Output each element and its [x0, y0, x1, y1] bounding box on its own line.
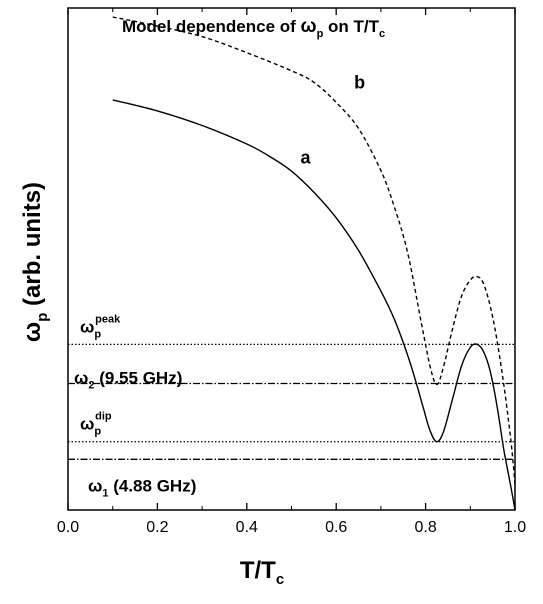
reference-label-omega: ω — [88, 476, 102, 495]
chart-title-sub-p: p — [317, 28, 324, 40]
x-tick-label: 0.2 — [146, 519, 168, 536]
y-axis-title-rest: (arb. units) — [19, 182, 46, 313]
series-line-a — [112, 99, 516, 511]
y-axis-title-sub: p — [34, 313, 51, 322]
x-tick-label: 0.0 — [57, 519, 79, 536]
chart-title-sub-c: c — [379, 28, 385, 40]
reference-line-label: ωp dip — [80, 411, 112, 438]
chart-title-main: Model dependence of — [122, 17, 301, 36]
x-axis-title-main: T/T — [240, 557, 276, 584]
chart-title: Model dependence of ωp on T/Tc — [122, 16, 385, 40]
reference-label-sup: dip — [95, 411, 112, 423]
reference-line-label: ω1 (4.88 GHz) — [88, 476, 196, 499]
reference-label-sup: peak — [95, 313, 121, 325]
reference-label-omega: ω — [80, 317, 94, 336]
reference-label-rest: (9.55 GHz) — [95, 368, 183, 387]
curve-label-b: b — [354, 72, 365, 92]
reference-label-sub: p — [94, 328, 101, 340]
reference-line-label: ωp peak — [80, 313, 121, 340]
x-tick-label: 0.8 — [414, 519, 436, 536]
plot-frame — [67, 7, 516, 511]
reference-label-omega: ω — [80, 415, 94, 434]
y-axis-title-omega: ω — [19, 322, 46, 342]
x-axis-title: T/Tc — [240, 557, 284, 588]
reference-label-sub: p — [94, 426, 101, 438]
y-axis-title: ωp (arb. units) — [19, 182, 51, 342]
reference-line-label: ω2 (9.55 GHz) — [74, 368, 182, 391]
x-axis-title-sub: c — [276, 571, 284, 588]
reference-label-rest: (4.88 GHz) — [109, 476, 197, 495]
reference-label-sub: 1 — [102, 487, 108, 499]
x-tick-label: 1.0 — [504, 519, 526, 536]
curve-label-a: a — [300, 148, 311, 168]
x-tick-label: 0.4 — [236, 519, 258, 536]
chart-title-omega: ω — [301, 16, 317, 37]
series-line-b — [112, 16, 516, 485]
reference-label-sub: 2 — [88, 379, 94, 391]
reference-label-omega: ω — [74, 368, 88, 387]
chart-title-mid: on T/T — [323, 17, 379, 36]
x-tick-label: 0.6 — [325, 519, 347, 536]
